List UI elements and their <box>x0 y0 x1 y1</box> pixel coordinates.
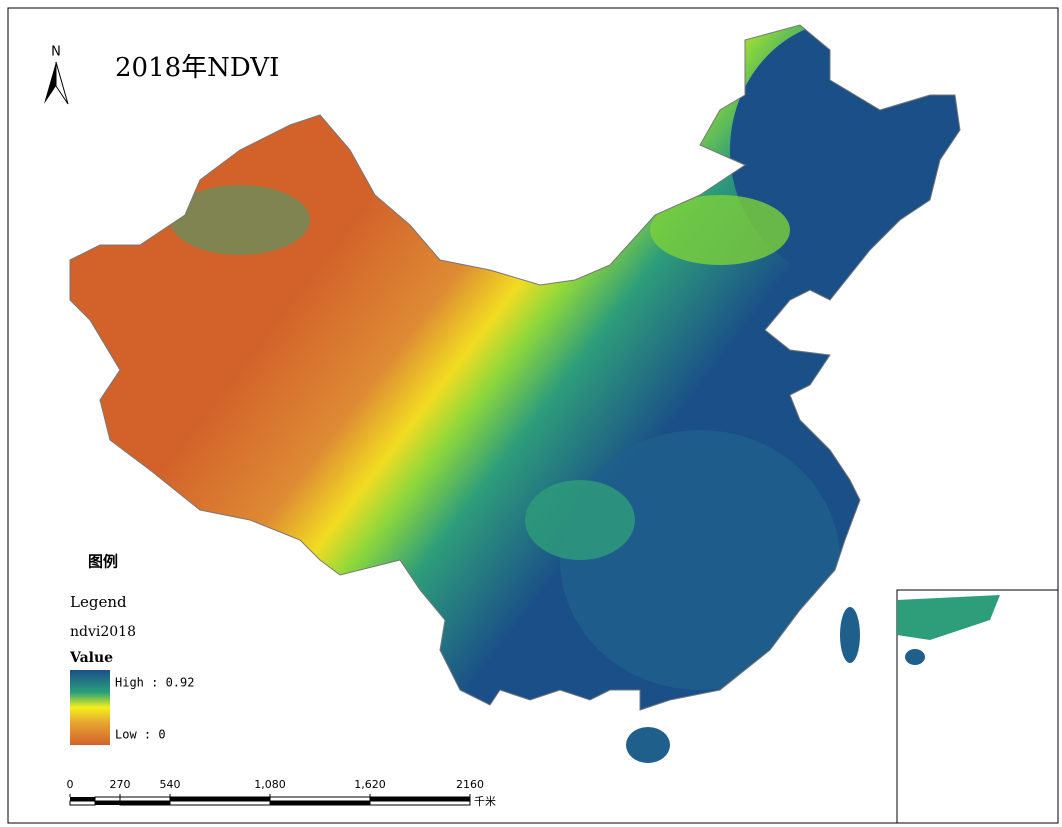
frame <box>7 7 1059 824</box>
legend-title: Legend <box>70 593 127 611</box>
scale-label: 1,080 <box>254 778 286 791</box>
map-title: 2018年NDVI <box>115 53 279 83</box>
scale-segment <box>269 800 371 806</box>
scale-segment <box>269 796 371 802</box>
scale-label: 1,620 <box>354 778 386 791</box>
scale-unit: 千米 <box>474 795 496 808</box>
scale-segment <box>369 800 471 806</box>
hainan <box>626 727 670 763</box>
scale-segment <box>70 797 95 801</box>
scale-bar: 0 270 540 1,080 1,620 2160 千米 <box>67 778 497 808</box>
scale-segment <box>69 800 96 806</box>
scale-segment <box>169 800 271 806</box>
legend-ramp <box>70 670 110 745</box>
legend-field: Value <box>69 650 113 666</box>
scale-segment <box>95 801 120 805</box>
scale-label: 270 <box>110 778 131 791</box>
scale-label: 540 <box>160 778 181 791</box>
legend-layer: ndvi2018 <box>70 624 136 640</box>
north-label: N <box>51 45 61 60</box>
scale-segment <box>119 796 171 802</box>
inset-island <box>905 649 925 665</box>
legend-high: High : 0.92 <box>115 676 194 690</box>
legend-heading: 图例 <box>88 553 118 571</box>
inset-land <box>897 595 1000 640</box>
scale-label: 0 <box>67 778 74 791</box>
country-outline <box>69 24 961 711</box>
scale-segment <box>119 800 171 806</box>
scale-segment <box>169 796 271 802</box>
ndvi-raster <box>70 25 960 710</box>
taiwan <box>840 607 860 663</box>
north-arrow: N <box>44 45 69 105</box>
legend-low: Low : 0 <box>115 728 166 742</box>
scale-segment <box>94 796 121 802</box>
scale-label: 2160 <box>456 778 484 791</box>
scale-segment <box>369 796 471 802</box>
